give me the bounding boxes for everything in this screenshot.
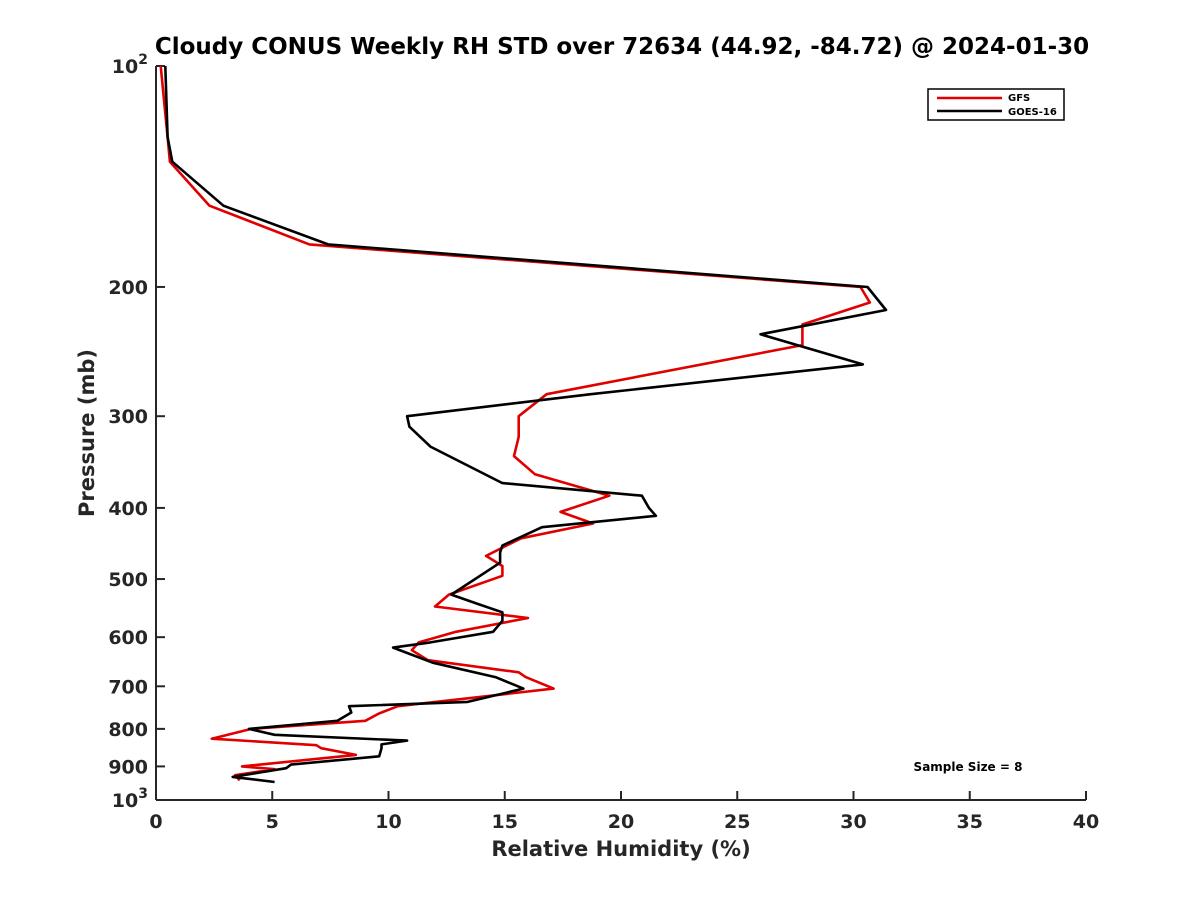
x-tick-label-5: 5 — [266, 811, 279, 833]
x-axis-label: Relative Humidity (%) — [491, 837, 750, 861]
y-tick-label-700: 700 — [108, 676, 148, 698]
series-line-gfs — [159, 65, 872, 782]
y-tick-label-300: 300 — [108, 406, 148, 428]
legend-label-gfs: GFS — [1008, 93, 1030, 104]
legend-box — [927, 88, 1065, 121]
legend-label-goes16: GOES-16 — [1008, 107, 1057, 118]
sample-size-annotation: Sample Size = 8 — [914, 760, 1023, 774]
y-tick-label-800: 800 — [108, 719, 148, 741]
y-tick-base-100: 10 — [112, 56, 138, 78]
chart-title: Cloudy CONUS Weekly RH STD over 72634 (4… — [155, 34, 1089, 60]
y-tick-label-1000: 103 — [112, 786, 148, 812]
y-tick-exponent-1000: 3 — [138, 786, 148, 802]
legend: GFS GOES-16 — [927, 88, 1065, 121]
y-tick-label-600: 600 — [108, 627, 148, 649]
y-tick-exponent-100: 2 — [138, 52, 148, 68]
y-tick-label-900: 900 — [108, 756, 148, 778]
x-tick-label-25: 25 — [724, 811, 750, 833]
x-tick-label-20: 20 — [608, 811, 634, 833]
x-tick-label-15: 15 — [492, 811, 518, 833]
y-axis-label: Pressure (mb) — [75, 349, 99, 517]
x-ticks: 0 5 10 15 20 25 30 35 40 — [149, 791, 1099, 833]
x-tick-label-10: 10 — [375, 811, 401, 833]
x-tick-label-30: 30 — [840, 811, 866, 833]
x-tick-label-0: 0 — [149, 811, 162, 833]
y-tick-label-400: 400 — [108, 498, 148, 520]
series-lines — [159, 65, 888, 784]
y-tick-label-100: 102 — [112, 52, 148, 78]
y-tick-label-500: 500 — [108, 569, 148, 591]
x-tick-label-40: 40 — [1073, 811, 1099, 833]
y-tick-label-200: 200 — [108, 277, 148, 299]
y-tick-base-1000: 10 — [112, 790, 138, 812]
series-line-goes16 — [164, 65, 888, 784]
x-tick-label-35: 35 — [957, 811, 983, 833]
